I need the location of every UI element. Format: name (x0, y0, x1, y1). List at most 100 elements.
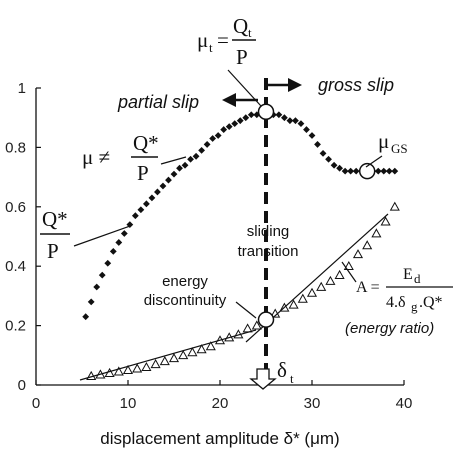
gross-slip-label: gross slip (318, 75, 394, 95)
energy-data-point (187, 347, 198, 357)
friction-data-point (336, 164, 343, 172)
friction-data-point (220, 126, 228, 133)
energy-data-point (334, 269, 345, 279)
energy-data-point (288, 299, 299, 309)
friction-data-point (159, 182, 167, 190)
friction-data-point (192, 152, 200, 160)
friction-data-point (87, 298, 95, 306)
friction-data-point (225, 123, 233, 131)
svg-text:GS: GS (391, 141, 408, 156)
friction-data-point (292, 117, 299, 125)
svg-text:P: P (47, 239, 59, 263)
partial-slip-label: partial slip (117, 92, 199, 112)
friction-data-point (120, 230, 128, 237)
svg-text:μ: μ (197, 28, 208, 52)
partial-slip-arrow (222, 93, 258, 107)
svg-text:P: P (236, 45, 248, 69)
x-tick-label: 20 (212, 395, 229, 412)
y-tick-label: 0.6 (5, 199, 26, 216)
svg-text:Q*: Q* (133, 131, 159, 155)
mu-neq-leader-line (160, 156, 187, 165)
friction-data-point (181, 161, 189, 169)
energy-data-point (380, 216, 391, 226)
friction-data-point (330, 161, 338, 169)
mu-t-leader-line (227, 69, 262, 107)
series-energy-ratio (86, 201, 400, 380)
friction-data-point (143, 200, 150, 208)
friction-data-point (380, 167, 388, 175)
y-tick-label: 0.4 (5, 258, 26, 275)
svg-text:t: t (248, 25, 252, 40)
svg-text:P: P (137, 161, 149, 185)
mu-gs-leader-line (365, 155, 383, 168)
friction-data-point (154, 188, 161, 196)
friction-data-point (176, 164, 183, 172)
energy-discontinuity-label-line1: energy (162, 273, 208, 290)
friction-data-point (297, 120, 305, 128)
energy-data-point (352, 249, 364, 259)
svg-text:A =: A = (356, 279, 380, 296)
energy-discontinuity-label-line2: discontinuity (144, 292, 227, 309)
delta-t-arrow (249, 368, 277, 390)
svg-text:Q: Q (233, 14, 248, 38)
mu-neq-formula: μ ≠ Q* P (82, 131, 159, 185)
friction-data-point (247, 111, 255, 119)
energy-data-point (178, 350, 189, 360)
friction-data-point (319, 149, 327, 157)
svg-text:μ ≠: μ ≠ (82, 145, 110, 169)
energy-data-point (325, 275, 336, 285)
y-tick-label: 0.8 (5, 139, 26, 156)
sliding-transition-label-line2: transition (238, 243, 299, 260)
svg-text:t: t (290, 371, 294, 386)
y-tick-label: 1 (18, 80, 26, 97)
friction-data-point (165, 176, 172, 184)
q-over-p-leader-line (73, 225, 131, 247)
energy-data-point (113, 366, 124, 376)
transition-friction-marker (257, 103, 275, 121)
svg-text:Q*: Q* (42, 207, 68, 231)
svg-text:=: = (217, 28, 229, 52)
energy-data-point (251, 320, 262, 330)
q-over-p-formula: Q* P (40, 207, 70, 263)
sliding-transition-label-line1: sliding (247, 223, 290, 240)
energy-data-point (122, 364, 134, 375)
friction-data-point (391, 167, 399, 175)
energy-data-point (306, 287, 318, 297)
gross-slip-arrow (268, 78, 302, 92)
friction-data-point (325, 155, 332, 163)
delta-t-label: δ t (277, 358, 294, 386)
friction-data-point (374, 167, 382, 175)
friction-data-point (352, 167, 360, 175)
axis-ticks: 0 10 20 30 40 0 0.2 0.4 0.6 0.8 1 (5, 80, 412, 412)
svg-text:μ: μ (378, 129, 389, 153)
energy-data-point (150, 358, 161, 369)
friction-data-point (131, 212, 139, 220)
friction-data-point (209, 135, 217, 142)
friction-data-point (242, 114, 250, 122)
mu-t-formula: μ t = Q t P (197, 14, 256, 69)
energy-data-point (168, 353, 180, 363)
x-tick-label: 0 (32, 395, 40, 412)
energy-data-point (316, 281, 327, 291)
friction-data-point (170, 170, 178, 178)
friction-data-point (231, 120, 239, 128)
energy-data-point (141, 361, 152, 372)
friction-data-point (253, 111, 261, 119)
friction-data-point (109, 247, 117, 255)
friction-data-point (385, 167, 393, 175)
friction-data-point (314, 141, 321, 148)
friction-data-point (98, 271, 106, 279)
friction-data-point (137, 206, 145, 214)
energy-data-point (389, 201, 400, 211)
friction-data-point (148, 194, 156, 202)
svg-text:g: g (411, 299, 418, 314)
svg-text:d: d (414, 271, 421, 286)
x-tick-label: 10 (120, 395, 137, 412)
energy-data-point (132, 363, 143, 373)
series-friction-coefficient (82, 108, 399, 321)
friction-data-point (341, 167, 349, 175)
energy-discontinuity-marker (257, 311, 275, 328)
energy-data-point (205, 341, 216, 351)
energy-ratio-formula: A = E d 4.δ g .Q* (356, 266, 453, 314)
energy-ratio-leader-line (341, 261, 357, 283)
